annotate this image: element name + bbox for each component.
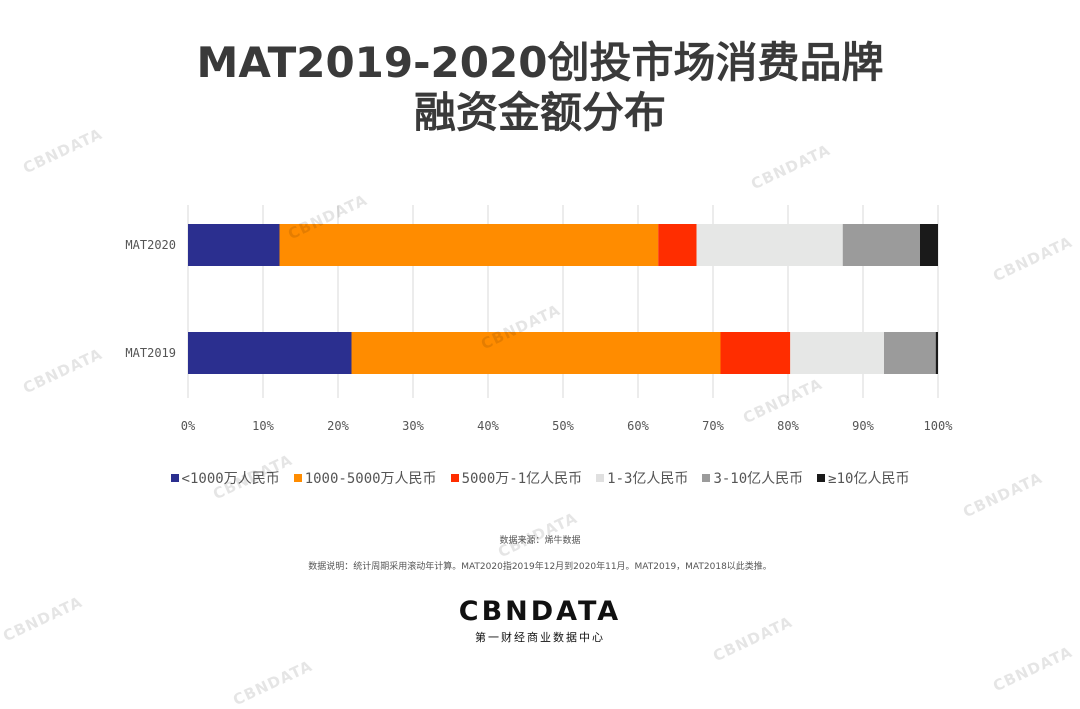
brand-name: CBNDATA: [458, 596, 622, 627]
x-tick-label: 40%: [477, 419, 499, 433]
legend-swatch: [817, 474, 826, 482]
x-tick-label: 10%: [252, 419, 274, 433]
legend-swatch: [450, 474, 459, 482]
legend-label: 1-3亿人民币: [607, 471, 689, 487]
legend-item: 3-10亿人民币: [702, 468, 803, 488]
data-note: 数据说明：统计周期采用滚动年计算。MAT2020指2019年12月到2020年1…: [308, 562, 772, 572]
legend-item: <1000万人民币: [170, 468, 280, 488]
legend-label: <1000万人民币: [181, 471, 280, 487]
legend-item: 5000万-1亿人民币: [450, 468, 583, 488]
y-category-label: MAT2019: [125, 346, 176, 360]
legend-swatch: [293, 474, 302, 482]
stacked-bar-chart: 0% 10% 20% 30% 40% 50% 60% 70% 80% 90% 100% MAT2020…: [125, 205, 954, 433]
bar-segment: [351, 332, 721, 374]
x-tick-label: 80%: [777, 419, 799, 433]
bar-segment: [935, 332, 938, 374]
y-category-label: MAT2020: [125, 238, 176, 252]
brand-logo: CBNDATA 第一财经商业数据中心: [0, 596, 1080, 645]
bar-segment: [842, 224, 920, 266]
chart-title-line1: MAT2019-2020创投市场消费品牌: [196, 38, 884, 87]
bar-segment: [658, 224, 697, 266]
x-tick-label: 90%: [852, 419, 874, 433]
brand-subtitle: 第一财经商业数据中心: [475, 631, 605, 644]
x-tick-label: 60%: [627, 419, 649, 433]
x-tick-label: 50%: [552, 419, 574, 433]
x-tick-label: 20%: [327, 419, 349, 433]
legend-label: 1000-5000万人民币: [304, 471, 437, 487]
bar-segment: [920, 224, 938, 266]
x-tick-label: 0%: [181, 419, 196, 433]
bar-segment: [884, 332, 936, 374]
legend-swatch: [596, 474, 605, 482]
legend-swatch: [170, 474, 179, 482]
x-tick-label: 30%: [402, 419, 424, 433]
legend-label: 3-10亿人民币: [713, 471, 804, 487]
bar-segment: [279, 224, 659, 266]
data-source: 数据来源：烯牛数据: [499, 536, 581, 546]
bar-segment: [696, 224, 843, 266]
x-tick-label: 70%: [702, 419, 724, 433]
legend-label: 5000万-1亿人民币: [461, 471, 583, 487]
legend-item: ≥10亿人民币: [817, 468, 909, 488]
legend-item: 1000-5000万人民币: [293, 468, 437, 488]
bar-segment: [720, 332, 791, 374]
legend-label: ≥10亿人民币: [828, 471, 910, 487]
x-tick-label: 100%: [924, 419, 954, 433]
bar-segment: [188, 332, 352, 374]
legend-swatch: [702, 474, 711, 482]
watermark: CBNDATA: [990, 642, 1076, 696]
legend-item: 1-3亿人民币: [596, 468, 688, 488]
watermark: CBNDATA: [230, 656, 316, 709]
chart-legend: <1000万人民币 1000-5000万人民币 5000万-1亿人民币 1-3亿人民币…: [0, 468, 1080, 488]
chart-title-line2: 融资金额分布: [413, 88, 666, 137]
bar-segment: [188, 224, 280, 266]
bar-segment: [790, 332, 884, 374]
